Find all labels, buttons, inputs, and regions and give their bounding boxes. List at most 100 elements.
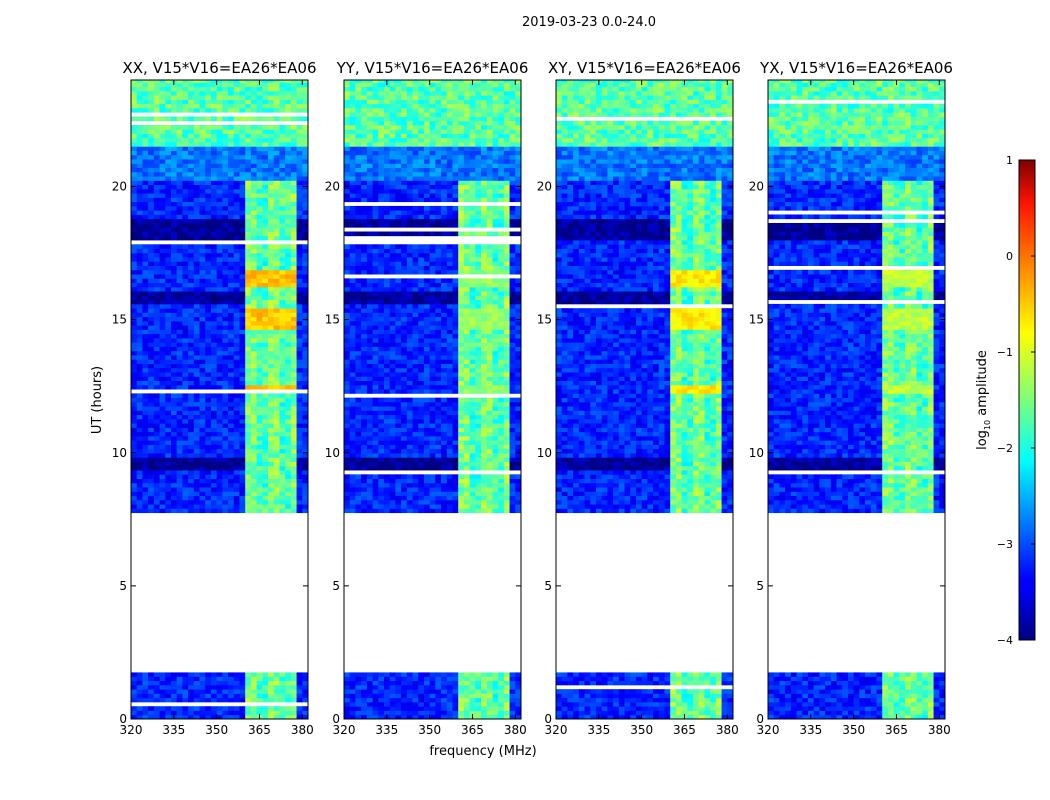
heatmap-cell: [446, 689, 453, 694]
heatmap-cell: [418, 701, 425, 707]
heatmap-cell: [366, 714, 373, 720]
heatmap-cell: [245, 154, 252, 160]
heatmap-cell: [159, 431, 166, 437]
heatmap-cell: [222, 269, 229, 275]
heatmap-cell: [256, 214, 263, 220]
heatmap-cell: [389, 676, 396, 682]
heatmap-cell: [153, 159, 160, 164]
heatmap-cell: [273, 218, 280, 224]
heatmap-cell: [131, 299, 138, 305]
heatmap-cell: [285, 184, 292, 190]
heatmap-cell: [182, 163, 189, 168]
heatmap-cell: [250, 478, 258, 484]
heatmap-cell: [401, 440, 408, 445]
heatmap-cell: [170, 338, 178, 343]
heatmap-cell: [475, 333, 482, 339]
heatmap-cell: [199, 457, 206, 462]
heatmap-cell: [165, 252, 172, 258]
heatmap-cell: [136, 414, 143, 420]
heatmap-cell: [159, 125, 166, 130]
heatmap-cell: [148, 499, 155, 505]
heatmap-cell: [515, 384, 522, 390]
heatmap-cell: [176, 393, 183, 399]
heatmap-cell: [441, 389, 448, 394]
heatmap-cell: [395, 440, 402, 445]
heatmap-cell: [498, 431, 505, 437]
heatmap-cell: [250, 418, 258, 424]
heatmap-cell: [250, 82, 258, 88]
heatmap-cell: [193, 261, 200, 266]
heatmap-cell: [222, 453, 229, 458]
heatmap-cell: [469, 359, 476, 364]
heatmap-cell: [401, 706, 408, 711]
heatmap-cell: [344, 363, 351, 369]
heatmap-cell: [182, 710, 189, 716]
heatmap-cell: [228, 380, 235, 386]
heatmap-cell: [389, 697, 396, 703]
heatmap-cell: [273, 86, 280, 92]
heatmap-cell: [273, 231, 280, 237]
heatmap-cell: [239, 269, 246, 275]
heatmap-cell: [239, 376, 246, 381]
heatmap-cell: [475, 423, 482, 428]
heatmap-cell: [176, 150, 183, 156]
heatmap-cell: [361, 714, 368, 720]
heatmap-cell: [344, 329, 351, 335]
heatmap-cell: [285, 693, 292, 699]
heatmap-cell: [429, 706, 436, 711]
heatmap-cell: [233, 461, 240, 467]
heatmap-cell: [256, 333, 263, 339]
heatmap-cell: [378, 359, 385, 364]
heatmap-cell: [131, 90, 138, 96]
heatmap-cell: [148, 103, 155, 109]
heatmap-cell: [256, 453, 263, 458]
heatmap-cell: [302, 235, 309, 241]
heatmap-cell: [475, 697, 482, 703]
heatmap-cell: [285, 706, 292, 711]
heatmap-cell: [452, 384, 459, 390]
heatmap-cell: [210, 680, 218, 686]
heatmap-cell: [349, 346, 356, 352]
heatmap-cell: [475, 355, 482, 360]
heatmap-cell: [228, 274, 235, 279]
heatmap-cell: [131, 274, 138, 279]
heatmap-cell: [290, 372, 297, 377]
heatmap-cell: [131, 180, 138, 186]
heatmap-cell: [492, 363, 499, 369]
heatmap-cell: [458, 333, 465, 339]
heatmap-cell: [176, 116, 183, 122]
heatmap-cell: [165, 504, 172, 509]
heatmap-cell: [446, 714, 453, 720]
heatmap-cell: [273, 150, 280, 156]
heatmap-cell: [233, 350, 240, 356]
heatmap-cell: [165, 205, 172, 211]
heatmap-cell: [273, 491, 280, 497]
heatmap-cell: [469, 457, 476, 462]
heatmap-cell: [401, 714, 408, 720]
heatmap-cell: [378, 504, 385, 509]
heatmap-cell: [498, 714, 505, 720]
heatmap-cell: [296, 291, 303, 296]
heatmap-cell: [423, 710, 431, 716]
heatmap-cell: [355, 465, 362, 471]
heatmap-cell: [515, 410, 522, 416]
heatmap-cell: [290, 478, 297, 484]
heatmap-cell: [148, 406, 155, 411]
heatmap-cell: [216, 487, 223, 492]
heatmap-cell: [372, 697, 379, 703]
heatmap-cell: [136, 367, 143, 373]
heatmap-cell: [165, 80, 172, 83]
heatmap-cell: [136, 491, 143, 497]
heatmap-cell: [268, 461, 275, 467]
heatmap-cell: [233, 80, 240, 83]
heatmap-cell: [170, 397, 178, 403]
heatmap-cell: [170, 308, 178, 313]
heatmap-cell: [245, 448, 252, 454]
heatmap-cell: [418, 689, 425, 694]
heatmap-cell: [452, 444, 459, 450]
heatmap-cell: [199, 193, 206, 198]
heatmap-cell: [153, 137, 160, 143]
heatmap-cell: [389, 491, 396, 497]
heatmap-cell: [176, 316, 183, 322]
heatmap-cell: [361, 444, 368, 450]
